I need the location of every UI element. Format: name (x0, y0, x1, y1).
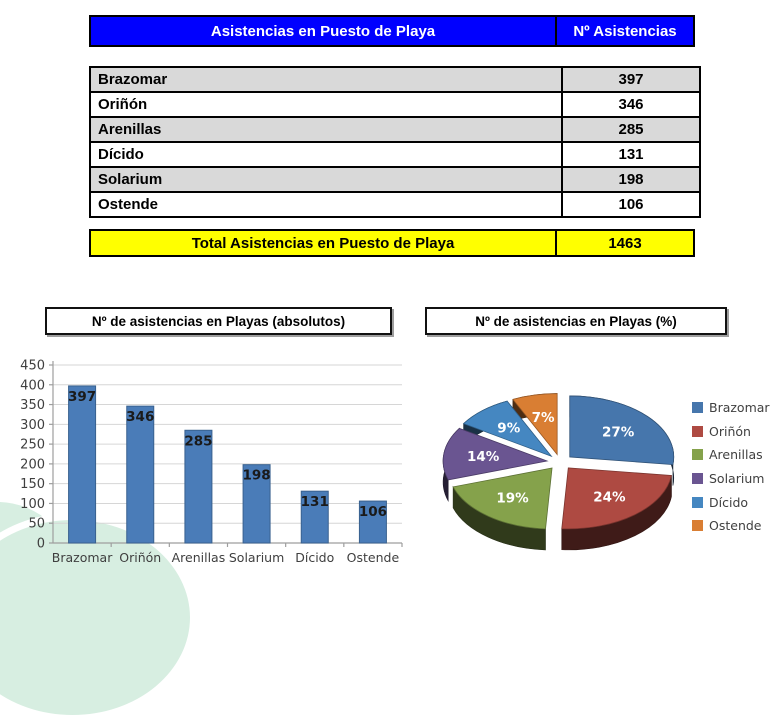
pie-slice-label: 7% (532, 410, 555, 426)
pie-slice-Arenillas (452, 467, 553, 530)
y-tick-label: 150 (20, 477, 45, 492)
beach-value: 346 (561, 91, 701, 118)
y-tick-label: 250 (20, 438, 45, 453)
table-row: Oriñón 346 (89, 91, 701, 118)
table-row: Ostende 106 (89, 191, 701, 218)
y-tick-label: 300 (20, 418, 45, 433)
table-title: Asistencias en Puesto de Playa (89, 15, 557, 47)
bar-Arenillas (184, 429, 213, 544)
bar-category-label: Oriñón (119, 550, 161, 565)
legend-swatch (692, 425, 703, 437)
bar-chart-svg: 0 50 100 150 200 250 300 350 400 450 397 Brazomar 34… (20, 359, 403, 565)
table-row: Dícido 131 (89, 141, 701, 168)
y-tick-label: 400 (20, 378, 45, 393)
bar-category-label: Ostende (347, 550, 400, 565)
pie-slice-label: 24% (593, 490, 626, 506)
table-row: Asistencias en Puesto de Playa Nº Asiste… (89, 15, 695, 47)
table-row: Brazomar 397 (89, 66, 701, 93)
beach-name: Dícido (89, 141, 563, 168)
legend-label: Solarium (709, 471, 765, 487)
legend-label: Brazomar (709, 400, 770, 416)
bar-value-label: 285 (184, 433, 212, 449)
legend-item-Ostende: Ostende (692, 514, 770, 538)
total-label: Total Asistencias en Puesto de Playa (89, 229, 557, 257)
total-value: 1463 (555, 229, 695, 257)
legend-swatch (692, 473, 703, 485)
pie-chart-title: Nº de asistencias en Playas (%) (425, 307, 727, 335)
pie-chart-svg: 27% 24% 19% 14% 9% 7% (442, 393, 675, 551)
bar-Dícido (300, 490, 329, 544)
table-row: Arenillas 285 (89, 116, 701, 143)
bar-value-label: 397 (68, 389, 96, 405)
table-value-column-header: Nº Asistencias (555, 15, 695, 47)
legend-swatch (692, 496, 703, 508)
beach-name: Solarium (89, 166, 563, 193)
legend-swatch (692, 449, 703, 461)
legend-item-Solarium: Solarium (692, 467, 770, 491)
beach-name: Ostende (89, 191, 563, 218)
legend-item-Brazomar: Brazomar (692, 396, 770, 420)
bar-value-label: 131 (301, 494, 329, 510)
y-tick-label: 450 (20, 359, 45, 374)
legend-label: Ostende (709, 518, 762, 534)
assist-data-table: Brazomar 397 Oriñón 346 Arenillas 285 Dí… (89, 66, 701, 218)
legend-item-Oriñón: Oriñón (692, 420, 770, 444)
assist-table-header: Asistencias en Puesto de Playa Nº Asiste… (89, 15, 695, 47)
beach-name: Arenillas (89, 116, 563, 143)
bar-category-label: Arenillas (172, 550, 226, 565)
pie-slice-Solarium (442, 427, 549, 481)
pie-slice-label: 14% (467, 449, 500, 465)
bar-value-label: 198 (242, 468, 270, 484)
y-tick-label: 200 (20, 457, 45, 472)
pie-slice-Ostende (512, 393, 558, 456)
bar-value-label: 106 (359, 504, 387, 520)
bar-Brazomar (68, 385, 97, 544)
bar-Oriñón (126, 405, 155, 544)
pie-slice-label: 9% (497, 420, 520, 436)
beach-value: 106 (561, 191, 701, 218)
bar-Solarium (242, 464, 271, 544)
y-tick-label: 50 (28, 517, 45, 532)
legend-item-Arenillas: Arenillas (692, 443, 770, 467)
y-tick-label: 0 (37, 537, 45, 552)
beach-name: Oriñón (89, 91, 563, 118)
bar-chart-title: Nº de asistencias en Playas (absolutos) (45, 307, 392, 335)
y-tick-label: 350 (20, 398, 45, 413)
legend-label: Oriñón (709, 423, 751, 439)
y-tick-label: 100 (20, 497, 45, 512)
pie-slice-Dícido (462, 400, 553, 458)
beach-value: 397 (561, 66, 701, 93)
legend-item-Dícido: Dícido (692, 490, 770, 514)
pie-slice-label: 19% (496, 490, 529, 506)
beach-value: 198 (561, 166, 701, 193)
legend-label: Dícido (709, 494, 749, 510)
beach-name: Brazomar (89, 66, 563, 93)
table-row: Solarium 198 (89, 166, 701, 193)
pie-slice-label: 27% (602, 424, 635, 440)
pie-legend: Brazomar Oriñón Arenillas Solarium Dícido Ost… (692, 396, 770, 538)
total-row: Total Asistencias en Puesto de Playa 146… (89, 229, 695, 257)
bar-category-label: Dícido (295, 550, 334, 565)
bar-value-label: 346 (126, 409, 154, 425)
bar-Ostende (358, 500, 387, 544)
pie-slice-Brazomar (569, 395, 675, 466)
pie-slice-Oriñón (561, 467, 672, 530)
table-row: Total Asistencias en Puesto de Playa 146… (89, 229, 695, 257)
bar-chart: 0 50 100 150 200 250 300 350 400 450 397 Brazomar 34… (8, 352, 406, 577)
beach-value: 131 (561, 141, 701, 168)
beach-value: 285 (561, 116, 701, 143)
pie-chart: 27% 24% 19% 14% 9% 7% (408, 352, 708, 574)
bar-category-label: Solarium (229, 550, 284, 565)
legend-label: Arenillas (709, 447, 763, 463)
legend-swatch (692, 402, 703, 414)
legend-swatch (692, 520, 703, 532)
bar-category-label: Brazomar (52, 550, 113, 565)
